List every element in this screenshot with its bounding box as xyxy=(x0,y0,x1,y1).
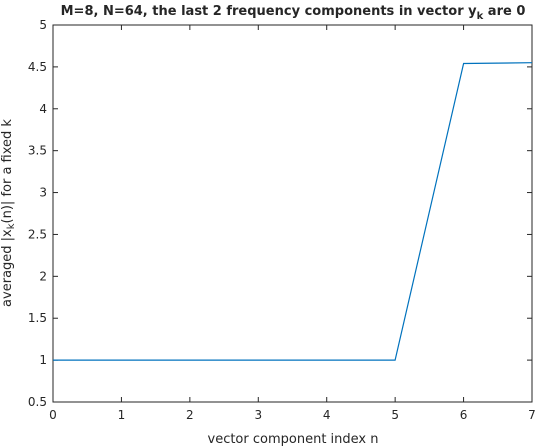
chart-title: M=8, N=64, the last 2 frequency componen… xyxy=(61,4,526,22)
y-tick-label: 4 xyxy=(39,102,47,116)
x-axis-tick-labels: 0 1 2 3 4 5 6 7 xyxy=(49,408,536,422)
plot-frame xyxy=(52,24,533,403)
chart-title-subscript: k xyxy=(477,11,484,22)
series-layer xyxy=(53,62,533,361)
y-tick-label: 3 xyxy=(39,186,47,200)
y-axis-label-subscript: k xyxy=(6,223,17,229)
y-tick-label: 1.5 xyxy=(28,311,47,325)
y-tick-label: 5 xyxy=(39,18,47,32)
x-tick-label: 0 xyxy=(49,408,57,422)
y-tick-label: 4.5 xyxy=(28,60,47,74)
x-tick-label: 4 xyxy=(323,408,331,422)
x-tick-label: 3 xyxy=(254,408,262,422)
x-tick-label: 2 xyxy=(186,408,194,422)
y-axis-label-main: averaged |x xyxy=(0,229,15,307)
x-axis-ticks xyxy=(52,25,533,402)
plot-area xyxy=(52,24,533,403)
chart-title-main: M=8, N=64, the last 2 frequency componen… xyxy=(61,4,478,19)
y-axis-label: averaged |xk(n)| for a fixed k xyxy=(0,119,17,307)
y-tick-label: 1 xyxy=(39,353,47,367)
y-axis-label-tail: (n)| for a fixed k xyxy=(0,119,15,224)
y-axis-ticks xyxy=(53,24,532,403)
chart-title-tail: are 0 xyxy=(483,4,525,19)
y-tick-label: 0.5 xyxy=(28,395,47,409)
y-tick-label: 2 xyxy=(39,269,47,283)
x-axis-label: vector component index n xyxy=(208,432,379,447)
series-line xyxy=(53,62,533,361)
x-tick-label: 6 xyxy=(460,408,468,422)
y-axis-tick-labels: 0.5 1 1.5 2 2.5 3 3.5 4 4.5 5 xyxy=(28,18,47,409)
x-tick-label: 5 xyxy=(391,408,399,422)
y-tick-label: 3.5 xyxy=(28,144,47,158)
x-tick-label: 7 xyxy=(528,408,536,422)
y-tick-label: 2.5 xyxy=(28,227,47,241)
x-tick-label: 1 xyxy=(118,408,126,422)
